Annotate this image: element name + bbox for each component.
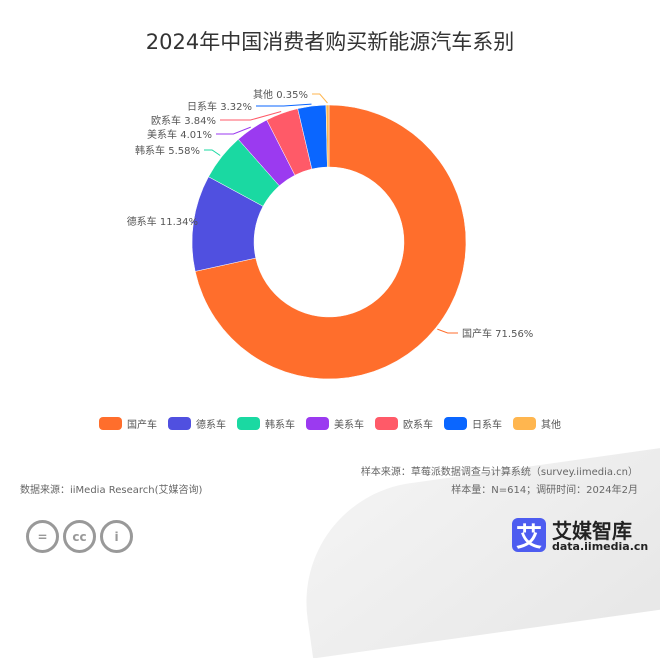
legend-item-5[interactable]: 日系车 bbox=[444, 416, 502, 431]
data-label-6: 其他 0.35% bbox=[253, 88, 308, 101]
brand-name: 艾媒智库 bbox=[552, 519, 632, 543]
data-label-3: 美系车 4.01% bbox=[147, 128, 212, 141]
legend-label: 美系车 bbox=[334, 420, 364, 431]
data-label-2: 韩系车 5.58% bbox=[135, 144, 200, 157]
chart-title: 2024年中国消费者购买新能源汽车系别 bbox=[145, 30, 515, 54]
legend-swatch bbox=[168, 417, 191, 430]
legend-label: 欧系车 bbox=[403, 420, 433, 431]
cc-nd-icon: = bbox=[26, 520, 59, 553]
slice-6 bbox=[325, 104, 330, 168]
brand-url: data.iimedia.cn bbox=[552, 540, 649, 553]
sample-size: 样本量：N=614；调研时间：2024年2月 bbox=[451, 485, 638, 496]
legend-label: 德系车 bbox=[196, 420, 226, 431]
legend-label: 日系车 bbox=[472, 420, 502, 431]
leader-line-5 bbox=[256, 103, 312, 107]
legend-item-0[interactable]: 国产车 bbox=[99, 416, 157, 431]
leader-line-0 bbox=[437, 328, 458, 334]
legend: 国产车 德系车 韩系车 美系车 欧系车 日系车 其他 bbox=[0, 416, 660, 431]
legend-item-1[interactable]: 德系车 bbox=[168, 416, 226, 431]
leader-line-3 bbox=[216, 126, 251, 135]
legend-swatch bbox=[375, 417, 398, 430]
leader-line-1 bbox=[191, 220, 202, 224]
brand-logo: 艾 bbox=[512, 518, 546, 553]
data-label-4: 欧系车 3.84% bbox=[151, 114, 216, 127]
legend-label: 韩系车 bbox=[265, 420, 295, 431]
data-label-5: 日系车 3.32% bbox=[187, 100, 252, 113]
cc-license-icons: = cc i bbox=[26, 520, 133, 553]
data-label-0: 国产车 71.56% bbox=[462, 327, 533, 340]
slice-0 bbox=[194, 104, 467, 380]
legend-item-2[interactable]: 韩系车 bbox=[237, 416, 295, 431]
data-label-1: 德系车 11.34% bbox=[127, 215, 198, 228]
leader-line-6 bbox=[312, 93, 328, 104]
legend-item-4[interactable]: 欧系车 bbox=[375, 416, 433, 431]
legend-label: 其他 bbox=[541, 420, 561, 431]
legend-swatch bbox=[513, 417, 536, 430]
data-source: 数据来源：iiMedia Research(艾媒咨询) bbox=[20, 485, 203, 496]
cc-icon: cc bbox=[63, 520, 96, 553]
legend-item-6[interactable]: 其他 bbox=[513, 416, 561, 431]
leader-line-2 bbox=[204, 149, 221, 156]
legend-swatch bbox=[237, 417, 260, 430]
sample-source: 样本来源：草莓派数据调查与计算系统（survey.iimedia.cn） bbox=[360, 467, 638, 478]
legend-label: 国产车 bbox=[127, 420, 157, 431]
legend-swatch bbox=[306, 417, 329, 430]
leader-line-4 bbox=[220, 111, 282, 121]
legend-item-3[interactable]: 美系车 bbox=[306, 416, 364, 431]
legend-swatch bbox=[99, 417, 122, 430]
cc-by-icon: i bbox=[100, 520, 133, 553]
donut-chart: 国产车 71.56% 德系车 11.34% 韩系车 5.58% 美系车 4.01%欧系… bbox=[127, 88, 533, 380]
legend-swatch bbox=[444, 417, 467, 430]
